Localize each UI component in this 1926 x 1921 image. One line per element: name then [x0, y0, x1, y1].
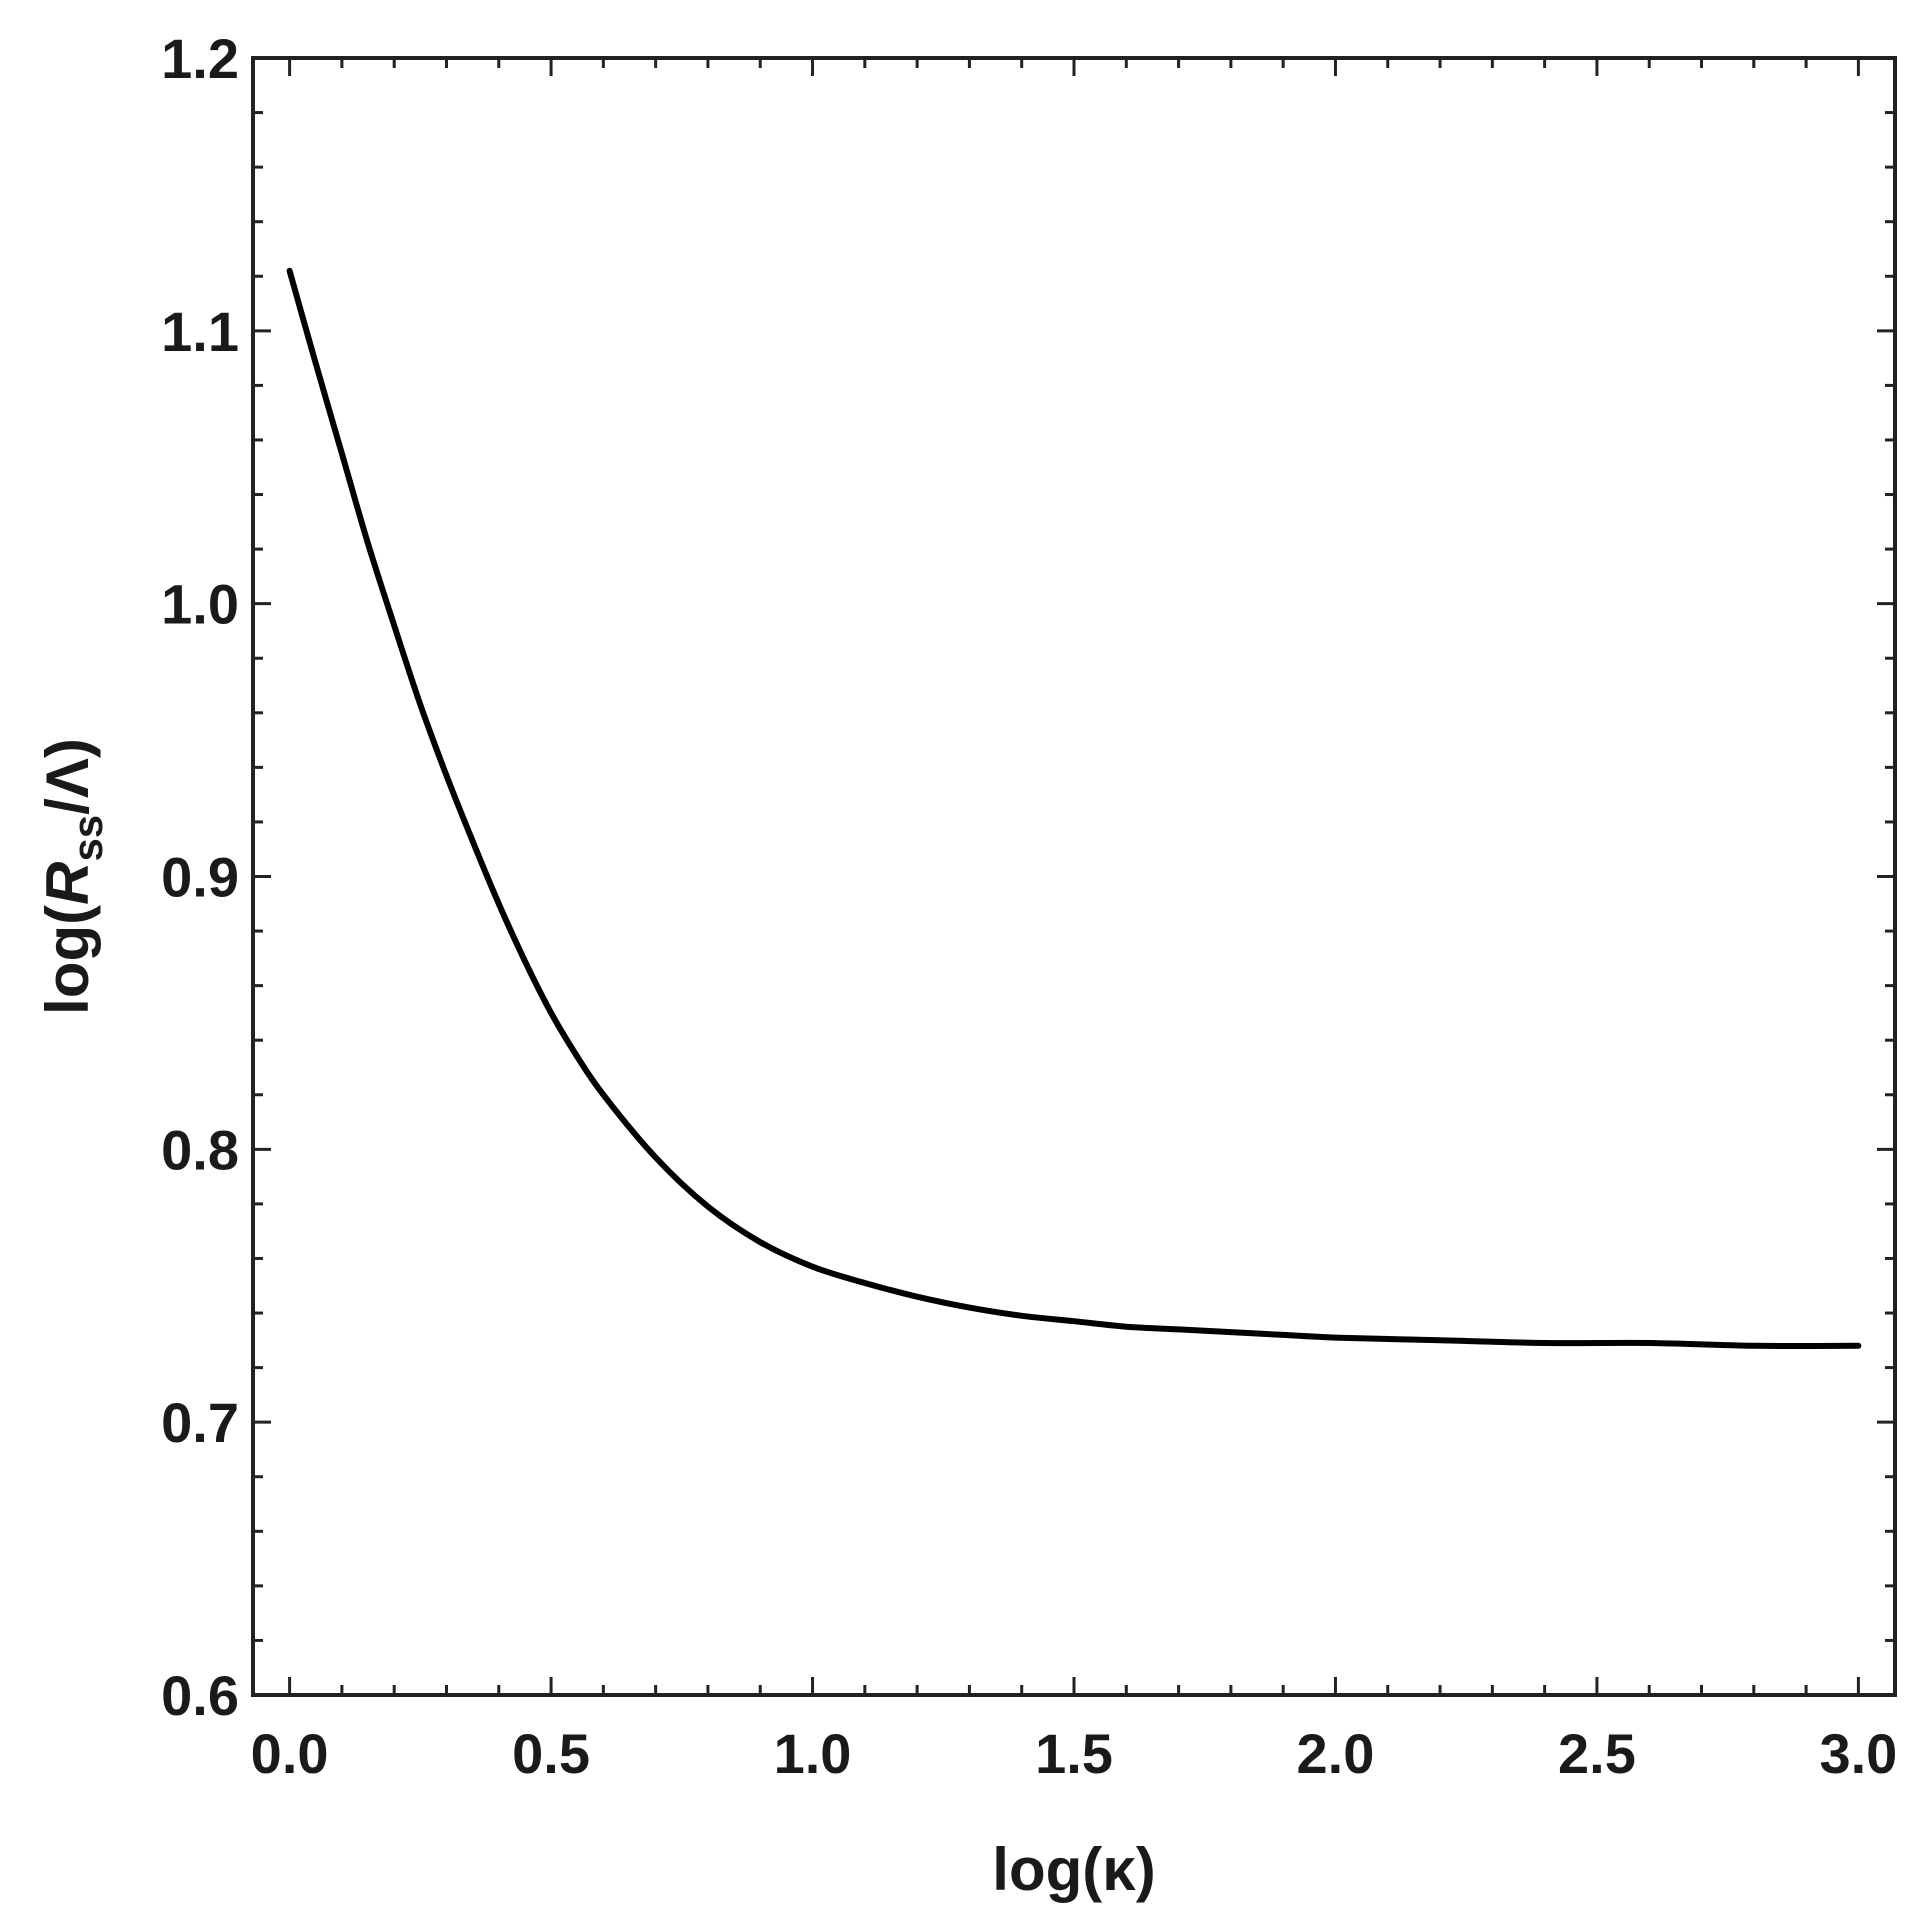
y-axis-title-suffix: /Λ): [34, 738, 101, 815]
x-tick-label: 2.0: [1297, 1722, 1375, 1785]
y-tick-label: 0.8: [161, 1118, 239, 1181]
y-axis-title-prefix: log(: [34, 905, 101, 1015]
ticks-layer: [253, 56, 1895, 1697]
y-tick-label: 1.1: [161, 300, 239, 363]
y-axis-title: log(Rss/Λ): [34, 738, 111, 1015]
series-line: [286, 267, 1862, 1349]
y-axis-title-subscript: ss: [64, 815, 111, 862]
x-tick-label: 1.5: [1035, 1722, 1113, 1785]
x-tick-label: 1.0: [774, 1722, 852, 1785]
y-tick-label: 0.7: [161, 1391, 239, 1454]
y-axis-title-symbol: R: [34, 862, 101, 905]
tick-labels-layer: 0.0 0.5 1.0 1.5 2.0 2.5 3.0 0.6 0.7 0.8 0.9 1.0 1.1 1…: [161, 27, 1897, 1785]
y-tick-label: 1.2: [161, 27, 239, 90]
x-tick-label: 3.0: [1819, 1722, 1897, 1785]
x-axis-title: log(κ): [992, 1836, 1155, 1903]
y-tick-label: 1.0: [161, 573, 239, 636]
x-tick-label: 0.0: [251, 1722, 329, 1785]
y-tick-label: 0.6: [161, 1664, 239, 1727]
y-tick-label: 0.9: [161, 846, 239, 909]
x-tick-label: 0.5: [512, 1722, 590, 1785]
x-tick-label: 2.5: [1558, 1722, 1636, 1785]
plot-frame: [251, 56, 1897, 1697]
